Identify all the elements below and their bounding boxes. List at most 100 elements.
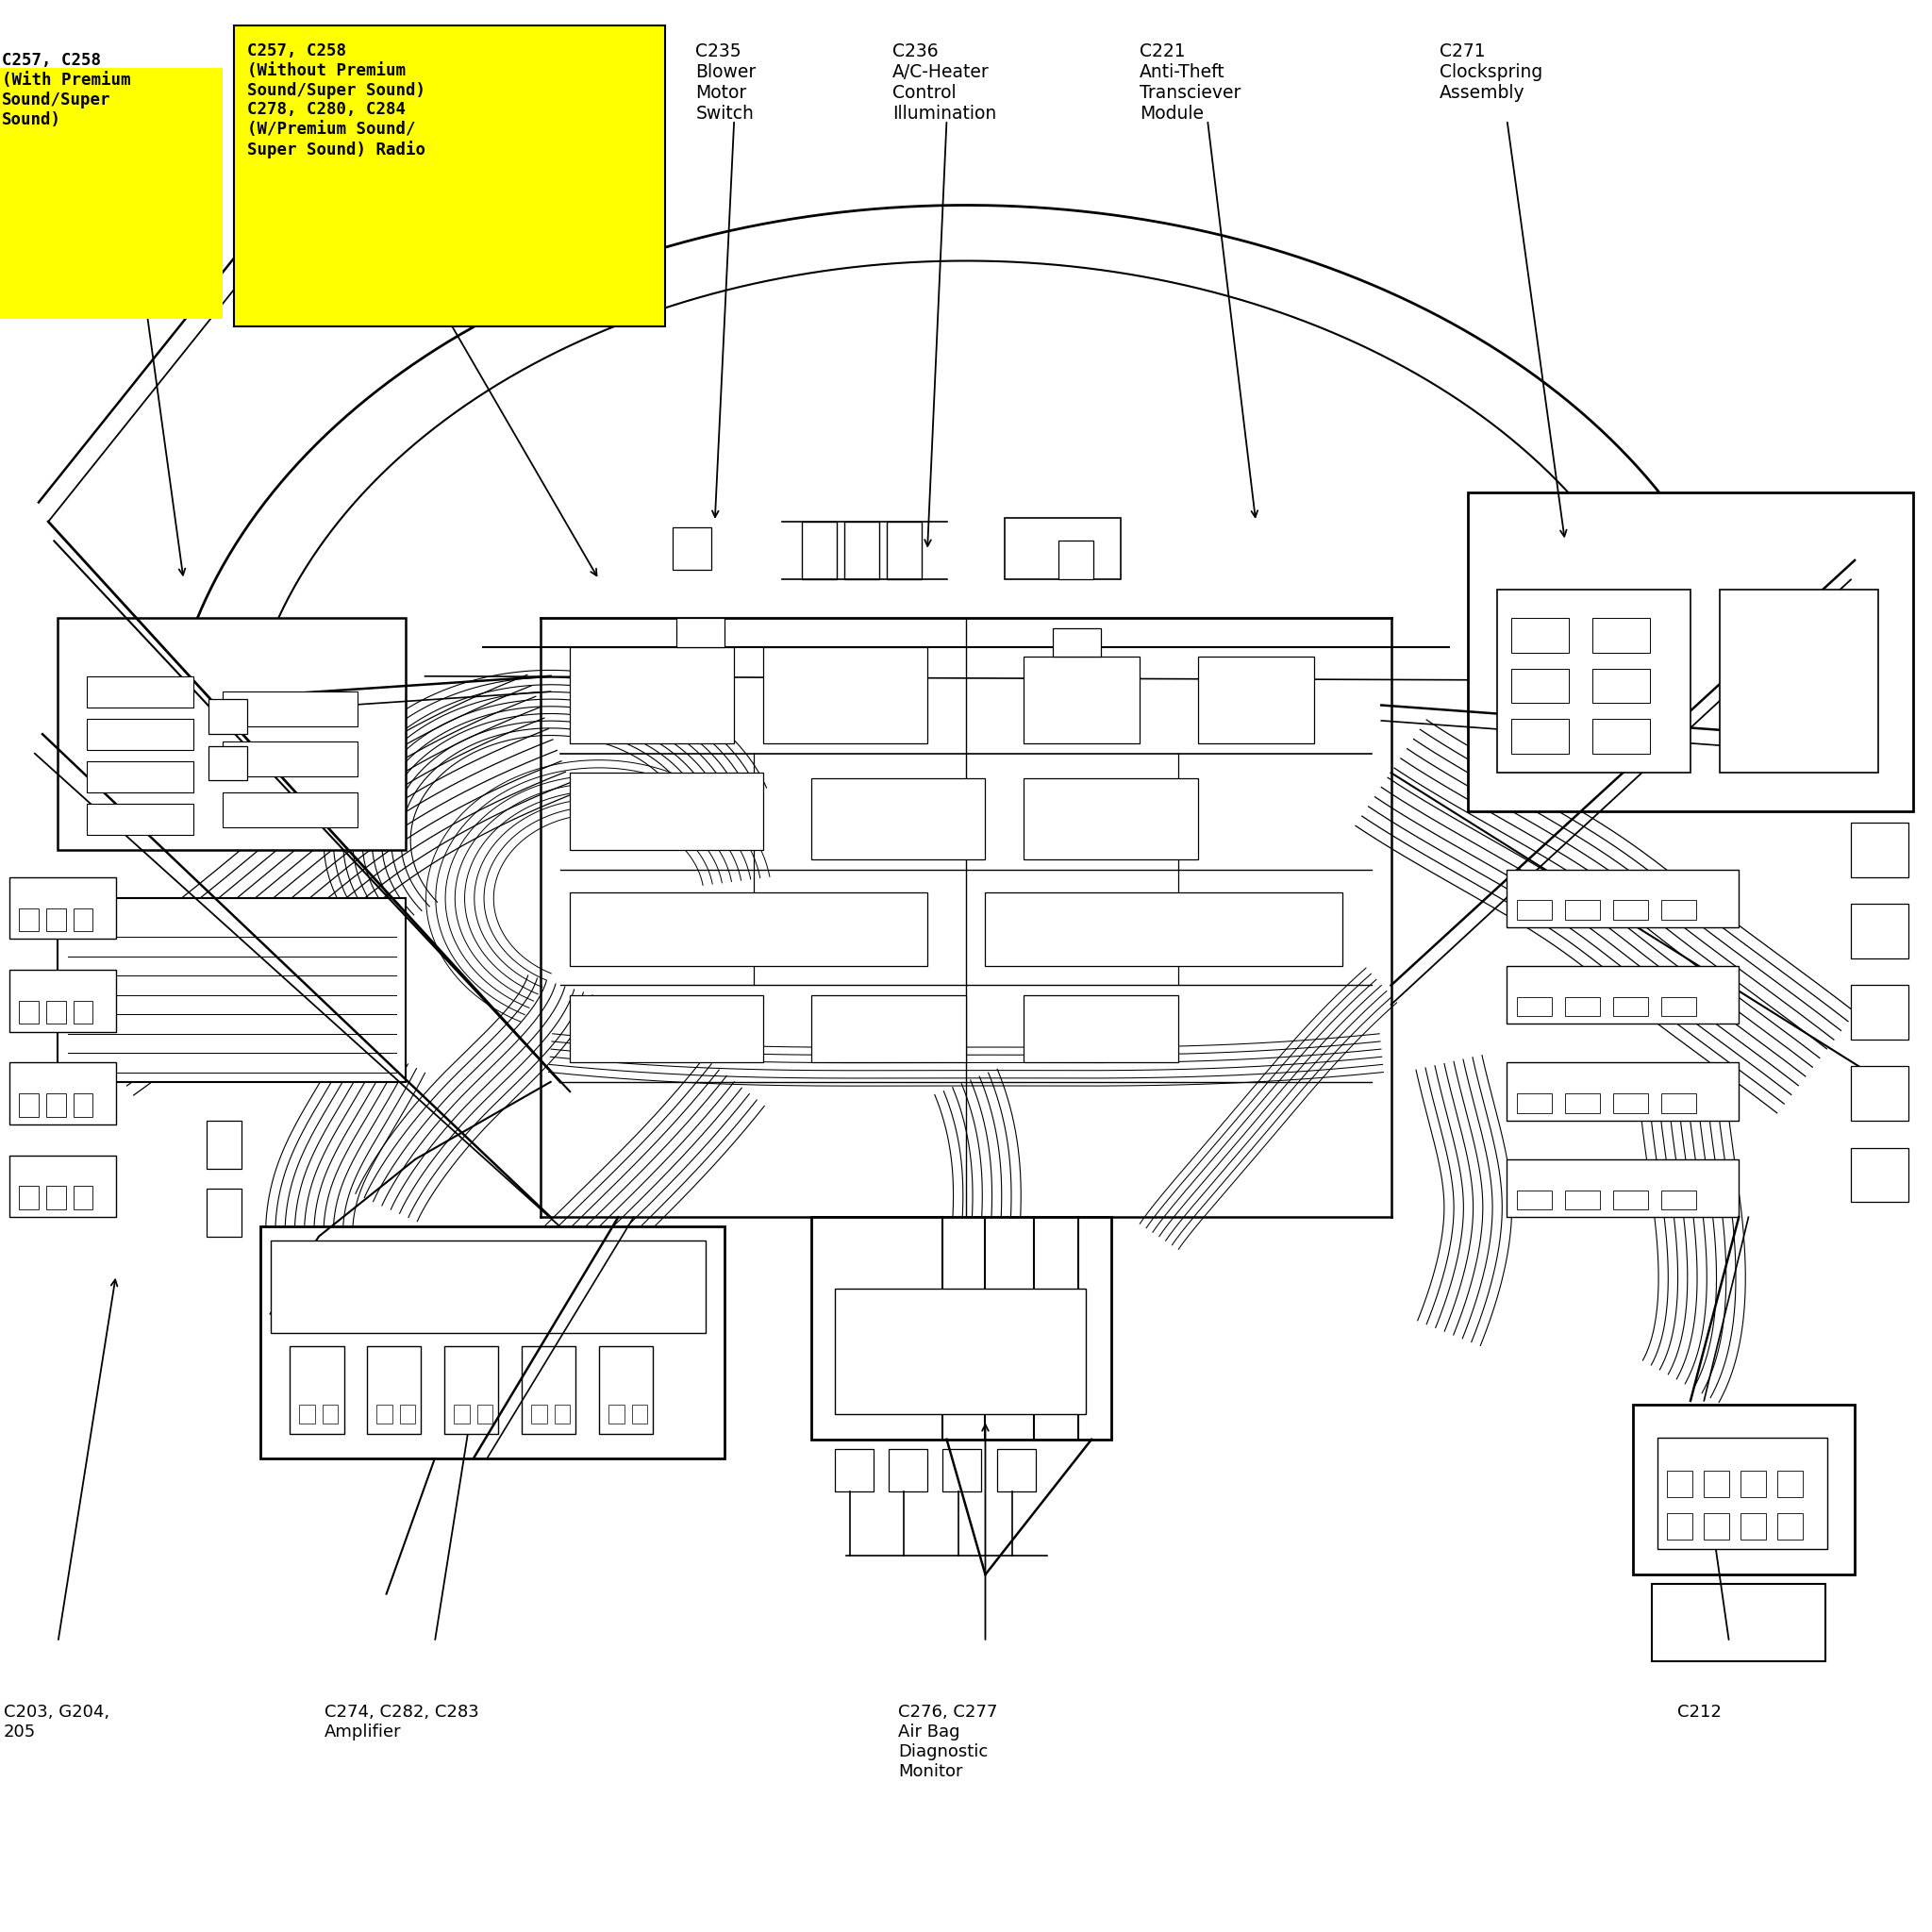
Bar bbox=[1613, 1094, 1648, 1113]
Bar bbox=[802, 522, 837, 580]
Bar bbox=[1511, 618, 1569, 653]
Bar bbox=[1662, 1190, 1696, 1209]
Bar bbox=[10, 877, 116, 939]
Bar bbox=[1719, 589, 1878, 773]
Bar bbox=[10, 1063, 116, 1124]
Bar bbox=[835, 1449, 873, 1492]
Bar bbox=[985, 893, 1343, 966]
Bar bbox=[1613, 997, 1648, 1016]
Bar bbox=[10, 970, 116, 1032]
Bar bbox=[1517, 1094, 1551, 1113]
Bar bbox=[997, 1449, 1036, 1492]
Bar bbox=[672, 527, 711, 570]
Text: C203, G204,
205: C203, G204, 205 bbox=[4, 1704, 110, 1741]
Bar bbox=[1777, 1513, 1803, 1540]
Bar bbox=[1613, 900, 1648, 920]
Bar bbox=[1662, 1094, 1696, 1113]
Bar bbox=[323, 1405, 338, 1424]
Bar bbox=[1059, 541, 1094, 580]
Bar bbox=[1507, 966, 1739, 1024]
Bar bbox=[554, 1405, 570, 1424]
Bar bbox=[87, 676, 193, 707]
Bar bbox=[1851, 904, 1909, 958]
Bar bbox=[570, 893, 927, 966]
Bar bbox=[1777, 1470, 1803, 1497]
Bar bbox=[1517, 900, 1551, 920]
Text: C271
Clockspring
Assembly: C271 Clockspring Assembly bbox=[1439, 43, 1542, 102]
Bar bbox=[270, 1240, 705, 1333]
Text: C212: C212 bbox=[1677, 1704, 1721, 1721]
Bar bbox=[87, 719, 193, 750]
Bar bbox=[58, 898, 406, 1082]
Bar bbox=[1662, 900, 1696, 920]
Bar bbox=[943, 1449, 981, 1492]
Bar bbox=[73, 1094, 93, 1117]
Bar bbox=[19, 908, 39, 931]
Bar bbox=[1468, 493, 1913, 811]
Text: C221
Anti-Theft
Transciever
Module: C221 Anti-Theft Transciever Module bbox=[1140, 43, 1240, 124]
Bar bbox=[1592, 719, 1650, 753]
Bar bbox=[811, 779, 985, 860]
Bar bbox=[811, 995, 966, 1063]
Bar bbox=[609, 1405, 624, 1424]
Bar bbox=[19, 1001, 39, 1024]
Bar bbox=[599, 1347, 653, 1434]
Bar bbox=[811, 1217, 1111, 1439]
Bar bbox=[1633, 1405, 1855, 1575]
Bar bbox=[367, 1347, 421, 1434]
Bar bbox=[570, 995, 763, 1063]
Bar bbox=[222, 792, 357, 827]
Bar bbox=[261, 1227, 724, 1459]
Bar bbox=[46, 1001, 66, 1024]
Text: C235
Blower
Motor
Switch: C235 Blower Motor Switch bbox=[696, 43, 755, 124]
Bar bbox=[763, 647, 927, 744]
Bar bbox=[835, 1289, 1086, 1414]
FancyBboxPatch shape bbox=[234, 25, 665, 327]
Bar bbox=[522, 1347, 576, 1434]
Bar bbox=[377, 1405, 392, 1424]
Text: C274, C282, C283
Amplifier: C274, C282, C283 Amplifier bbox=[325, 1704, 479, 1741]
Bar bbox=[87, 761, 193, 792]
Bar bbox=[1662, 997, 1696, 1016]
Bar bbox=[1507, 1063, 1739, 1121]
Bar bbox=[676, 618, 724, 647]
Bar bbox=[87, 804, 193, 835]
Bar bbox=[1592, 668, 1650, 703]
Bar bbox=[207, 1188, 242, 1236]
Bar bbox=[570, 773, 763, 850]
Bar bbox=[1667, 1513, 1692, 1540]
Bar bbox=[58, 618, 406, 850]
Bar bbox=[46, 1186, 66, 1209]
Bar bbox=[400, 1405, 415, 1424]
Bar bbox=[454, 1405, 469, 1424]
Bar bbox=[477, 1405, 493, 1424]
Bar bbox=[73, 1001, 93, 1024]
Bar bbox=[1053, 628, 1101, 657]
Bar bbox=[844, 522, 879, 580]
Bar bbox=[19, 1094, 39, 1117]
Bar bbox=[1565, 997, 1600, 1016]
Text: C257, C258
(Without Premium
Sound/Super Sound)
C278, C280, C284
(W/Premium Sound: C257, C258 (Without Premium Sound/Super … bbox=[247, 43, 425, 158]
Bar bbox=[570, 647, 734, 744]
Bar bbox=[632, 1405, 647, 1424]
Text: C236
A/C-Heater
Control
Illumination: C236 A/C-Heater Control Illumination bbox=[893, 43, 997, 124]
Bar bbox=[1511, 719, 1569, 753]
Bar bbox=[46, 908, 66, 931]
Bar bbox=[73, 1186, 93, 1209]
Bar bbox=[19, 1186, 39, 1209]
Bar bbox=[1667, 1470, 1692, 1497]
Bar bbox=[1507, 869, 1739, 927]
Bar bbox=[1741, 1470, 1766, 1497]
FancyBboxPatch shape bbox=[0, 68, 222, 319]
Bar bbox=[1511, 668, 1569, 703]
Bar bbox=[887, 522, 922, 580]
Bar bbox=[1851, 985, 1909, 1039]
Bar bbox=[222, 742, 357, 777]
Bar bbox=[1704, 1470, 1729, 1497]
Bar bbox=[1658, 1437, 1828, 1549]
Bar bbox=[1497, 589, 1690, 773]
Bar bbox=[889, 1449, 927, 1492]
Bar bbox=[1198, 657, 1314, 744]
Bar bbox=[222, 692, 357, 726]
Bar bbox=[1565, 1094, 1600, 1113]
